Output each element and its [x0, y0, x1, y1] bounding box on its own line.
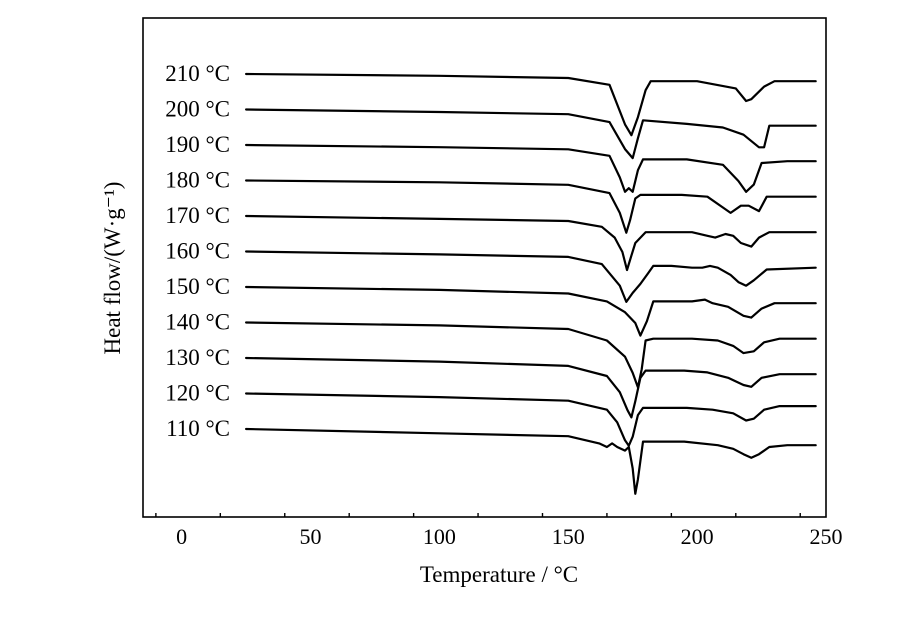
x-axis-ticks [155, 513, 801, 517]
curve-label: 200 °C [165, 97, 230, 122]
curve-label: 180 °C [165, 168, 230, 193]
curve [245, 179, 817, 234]
curve [245, 427, 817, 495]
x-tick-label: 150 [552, 524, 585, 549]
x-axis-title: Temperature / °C [420, 562, 578, 587]
curve-label: 160 °C [165, 239, 230, 264]
curve [245, 356, 817, 419]
x-tick-label: 250 [810, 524, 843, 549]
x-axis-tick-labels: 0 50 100 150 200 250 [176, 524, 842, 549]
x-tick-label: 200 [681, 524, 714, 549]
curve [245, 143, 817, 193]
x-tick-label: 0 [176, 524, 187, 549]
curve [245, 250, 817, 303]
curve-label: 150 °C [165, 274, 230, 299]
x-tick-label: 100 [423, 524, 456, 549]
curve [245, 214, 817, 272]
y-axis-title: Heat flow/(W·g⁻¹) [100, 182, 125, 355]
curve [245, 321, 817, 389]
curve-label: 210 °C [165, 61, 230, 86]
plot-frame [142, 17, 827, 518]
curve [245, 392, 817, 447]
curve-label: 110 °C [166, 416, 230, 441]
curve-labels: 210 °C 200 °C 190 °C 180 °C 170 °C 160 °C 150 … [165, 61, 230, 441]
curve-label: 190 °C [165, 132, 230, 157]
curve-label: 140 °C [165, 310, 230, 335]
curve [245, 108, 817, 160]
curve-label: 120 °C [165, 381, 230, 406]
x-tick-label: 50 [300, 524, 322, 549]
curves [245, 72, 817, 495]
curve [245, 285, 817, 337]
curve-label: 130 °C [165, 345, 230, 370]
curve [245, 72, 817, 137]
curve-label: 170 °C [165, 203, 230, 228]
